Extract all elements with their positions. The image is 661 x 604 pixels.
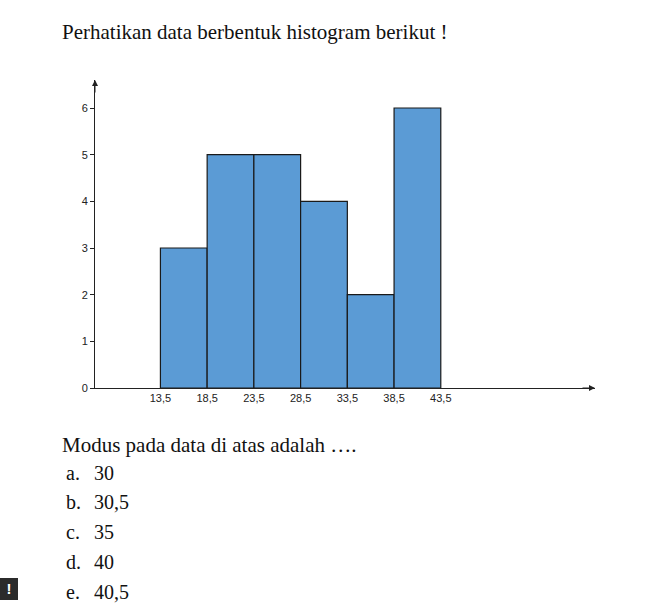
html-text:30,5: 30,5 [94, 491, 129, 513]
html-text:c.: c. [66, 521, 80, 543]
svg-text:18,5: 18,5 [196, 392, 217, 404]
html-text:Perhatikan data berbentuk hist: Perhatikan data berbentuk histogram beri… [62, 20, 448, 44]
svg-text:0: 0 [82, 382, 88, 394]
svg-text:5: 5 [82, 149, 88, 161]
svg-text:43,5: 43,5 [430, 392, 451, 404]
html-text:d.: d. [66, 551, 81, 573]
html-text:e.: e. [66, 581, 80, 603]
svg-text:4: 4 [82, 195, 88, 207]
html-text:35: 35 [94, 521, 114, 543]
svg-text:3: 3 [82, 242, 88, 254]
svg-text:2: 2 [82, 289, 88, 301]
html-text:Modus pada data di atas adalah: Modus pada data di atas adalah …. [62, 433, 357, 457]
html-text:40,5: 40,5 [94, 581, 129, 603]
svg-text:1: 1 [82, 335, 88, 347]
html-text:30: 30 [94, 462, 114, 484]
svg-text:23,5: 23,5 [243, 392, 264, 404]
svg-text:6: 6 [82, 102, 88, 114]
html-text:40: 40 [94, 551, 114, 573]
svg-text:28,5: 28,5 [290, 392, 311, 404]
svg-text:13,5: 13,5 [150, 392, 171, 404]
html-text:b.: b. [66, 491, 81, 513]
svg-text:38,5: 38,5 [383, 392, 404, 404]
svg-text:33,5: 33,5 [337, 392, 358, 404]
html-text:a.: a. [66, 462, 80, 484]
